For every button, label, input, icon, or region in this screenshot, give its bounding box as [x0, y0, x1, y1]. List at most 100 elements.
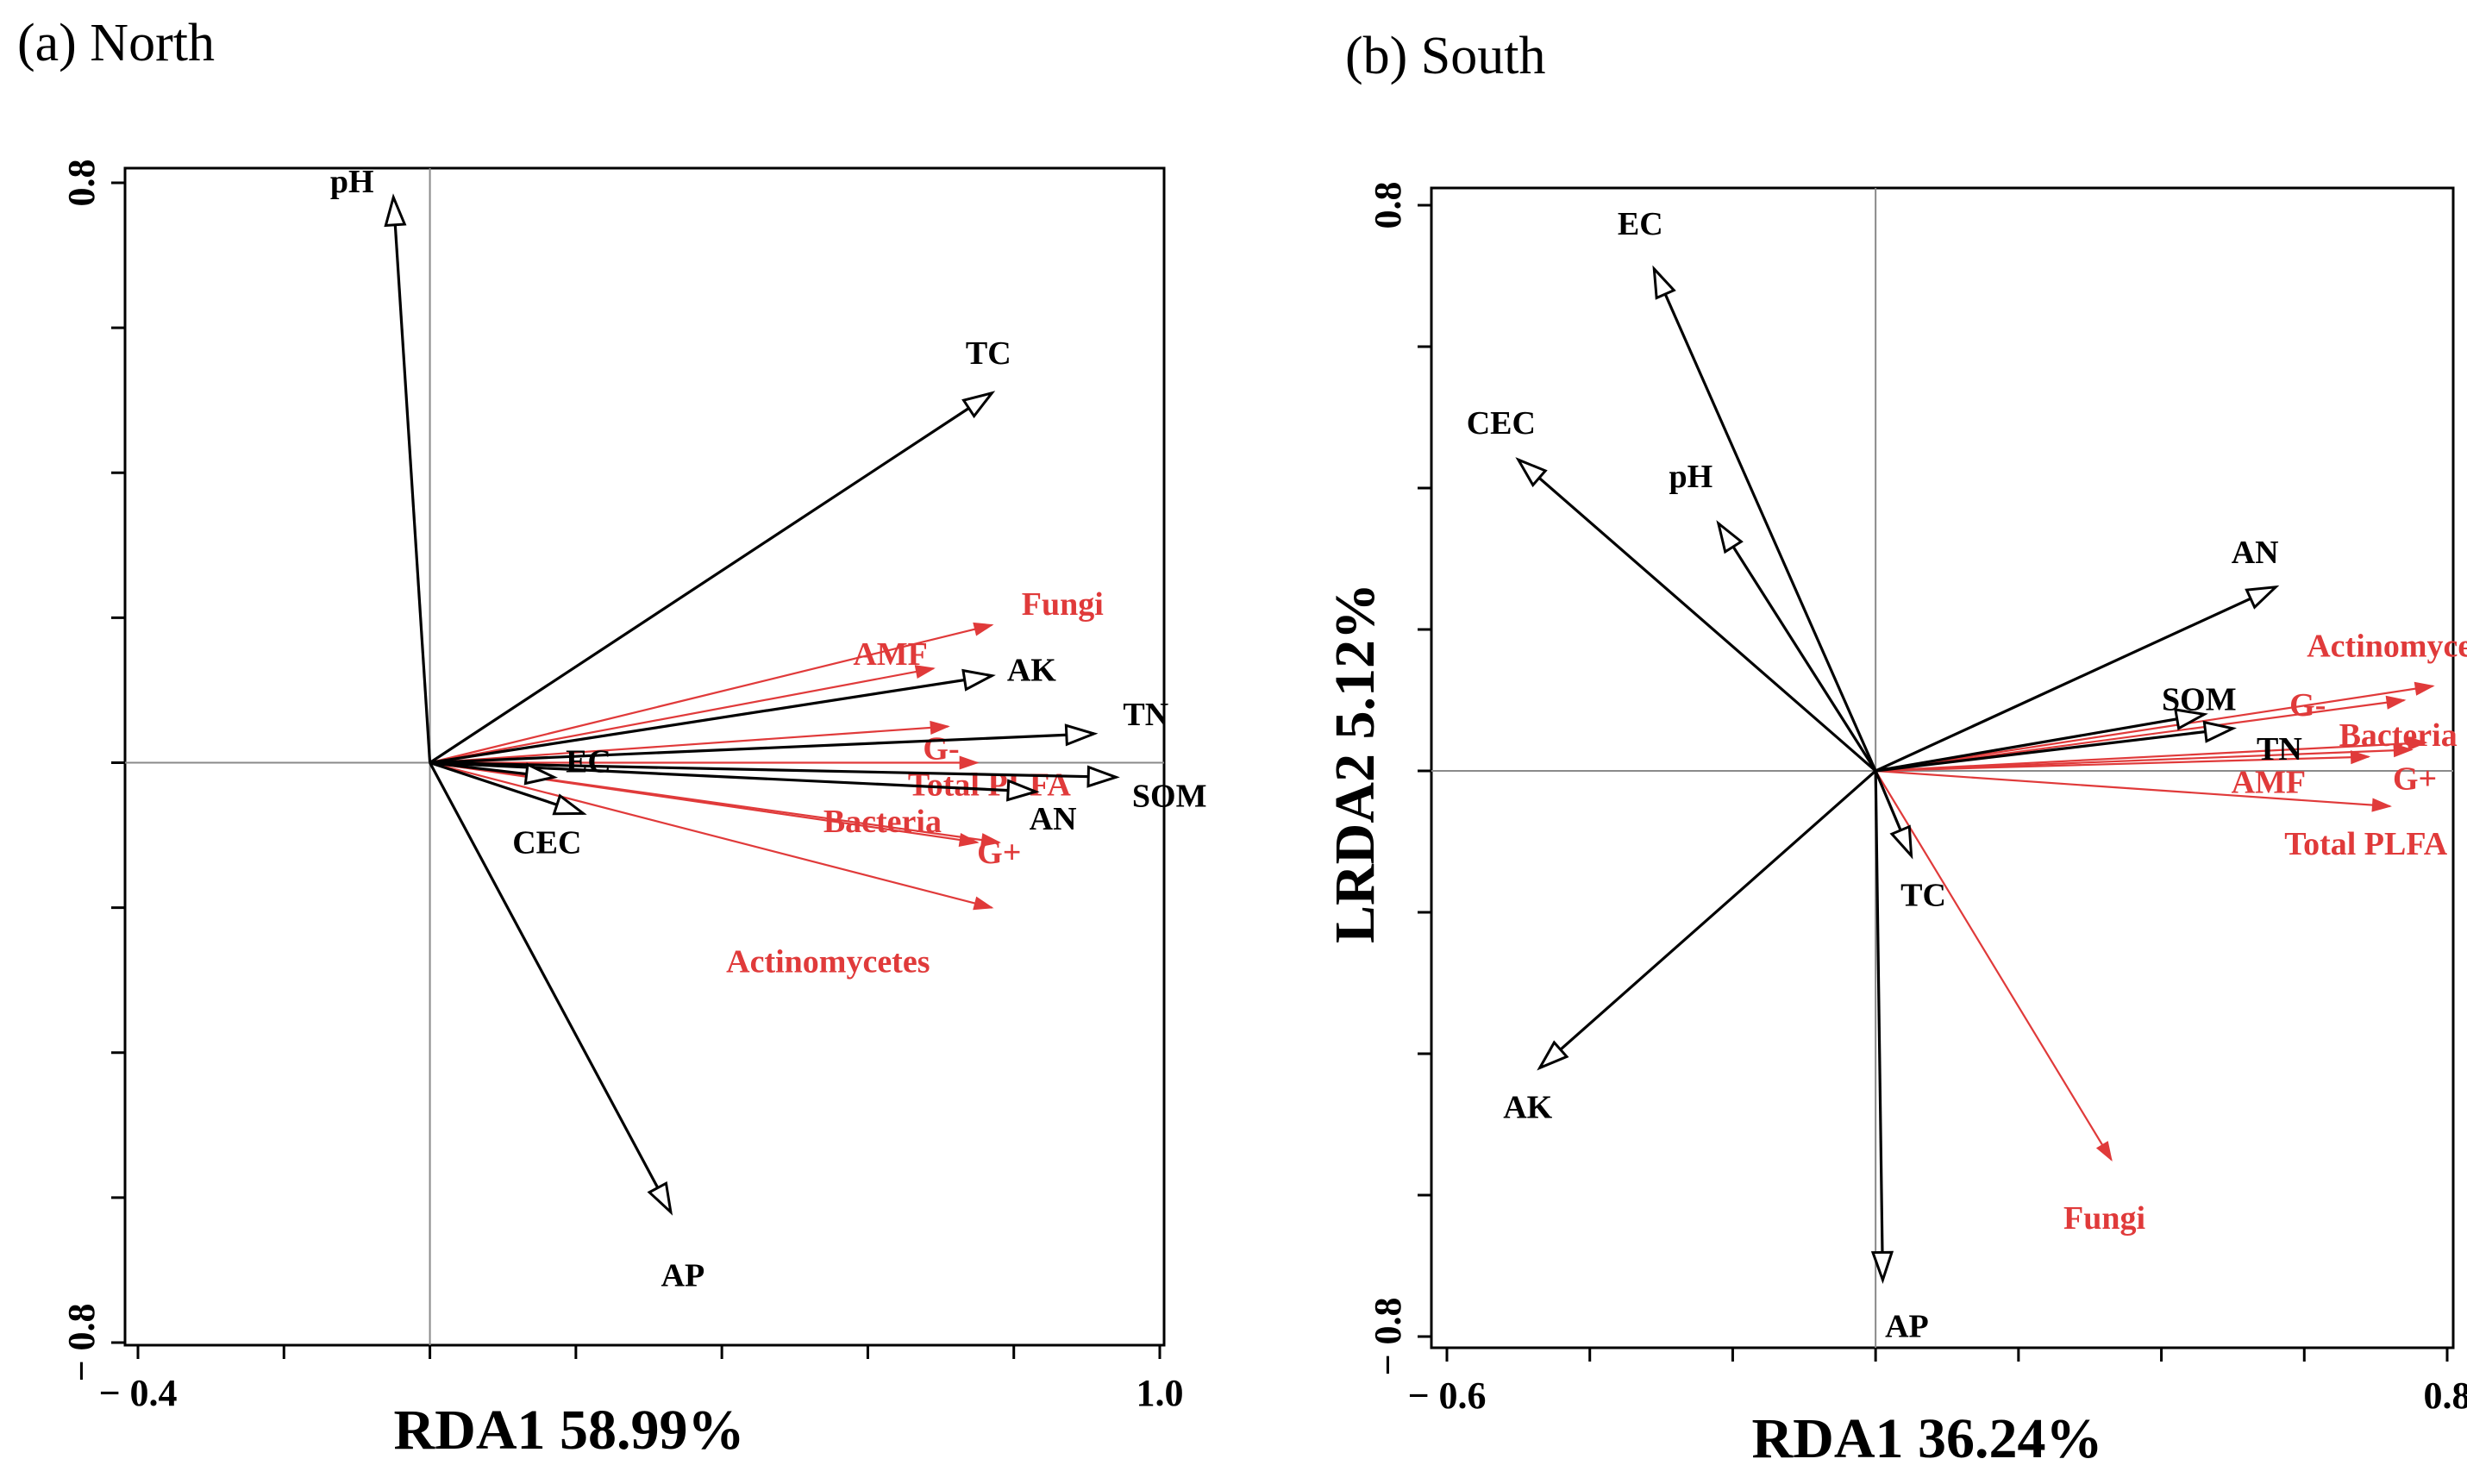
env-arrowhead-an — [2245, 585, 2280, 610]
env-arrowhead-ap — [647, 1180, 673, 1216]
x-tick-label: 0.8 — [2424, 1374, 2467, 1417]
y-tick-label: − 0.8 — [60, 1303, 103, 1381]
panel-north: (a) North RDA1 58.99% − 0.4 1.0 0.8 − 0.8 Fu… — [17, 14, 1206, 1462]
plfa-vector-amf — [429, 667, 934, 764]
plfa-vector-g — [1875, 748, 2412, 773]
plfa-vector-actinomycetes — [1875, 685, 2433, 773]
env-vector-som — [429, 761, 1117, 779]
env-vector-tn — [429, 732, 1094, 765]
plfa-arrowhead-g — [980, 833, 1002, 848]
env-vector-ap — [1874, 770, 1885, 1280]
plfa-arrowhead-fungi — [2095, 1141, 2113, 1162]
env-label-ec: EC — [1618, 206, 1663, 242]
y-tick-label: 0.8 — [1367, 182, 1409, 229]
plfa-label-amf: AMF — [853, 636, 928, 673]
plfa-label-actinomycetes: Actinomycetes — [2307, 629, 2467, 665]
plfa-arrowhead-g — [930, 720, 950, 735]
plfa-label-g: G+ — [2393, 761, 2437, 797]
env-arrowhead-ec — [1652, 265, 1676, 300]
env-vector-tn — [1875, 727, 2233, 773]
env-vector-som — [1875, 712, 2205, 773]
plfa-label-amf: AMF — [2232, 765, 2307, 801]
env-label-tc: TC — [1900, 877, 1946, 913]
plfa-label-g: G- — [923, 730, 959, 767]
plfa-arrowhead-bacteria — [2408, 736, 2428, 751]
env-arrowhead-som — [1086, 765, 1120, 788]
plfa-label-bacteria: Bacteria — [823, 804, 942, 840]
plfa-arrowhead-total-plfa — [2371, 798, 2392, 812]
plfa-arrowhead-g — [2385, 695, 2407, 710]
plfa-label-fungi: Fungi — [1022, 586, 1104, 623]
plfa-vector-fungi — [429, 623, 992, 764]
env-arrowhead-som — [2174, 708, 2208, 730]
env-label-tc: TC — [966, 335, 1011, 372]
env-label-ak: AK — [1503, 1089, 1552, 1125]
y-tick-label: 0.8 — [60, 160, 103, 207]
env-arrowhead-ak — [1537, 1040, 1569, 1071]
env-vector-ak — [1538, 769, 1877, 1069]
plfa-vector-g — [429, 761, 999, 844]
y-tick-label: − 0.8 — [1367, 1297, 1409, 1375]
plfa-label-g: G- — [2289, 687, 2326, 723]
plfa-arrowhead-actinomycetes — [2414, 681, 2435, 696]
env-vector-ph — [391, 197, 432, 763]
env-label-ph: pH — [330, 164, 374, 200]
env-vector-cec — [1517, 458, 1877, 773]
plfa-vector-bacteria — [1875, 742, 2426, 773]
panel-title: (b) South — [1345, 27, 1546, 85]
panel-title: (a) North — [17, 14, 215, 72]
env-arrowhead-tn — [2202, 720, 2238, 743]
x-tick-label: 1.0 — [1136, 1372, 1184, 1414]
plfa-label-actinomycetes: Actinomycetes — [726, 944, 930, 980]
env-vector-ec — [1652, 268, 1877, 772]
env-arrowhead-tn — [1064, 723, 1099, 747]
env-label-ap: AP — [1885, 1308, 1929, 1344]
env-label-ph: pH — [1669, 459, 1713, 495]
plfa-arrowhead-fungi — [973, 622, 994, 636]
env-vector-an — [1875, 585, 2276, 773]
env-label-cec: CEC — [1467, 405, 1536, 441]
panel-south: (b) South RDA1 36.24% LRDA2 5.12% − 0.6 0… — [1324, 27, 2467, 1470]
plfa-vector-fungi — [1875, 770, 2113, 1161]
plfa-label-g: G+ — [977, 835, 1021, 871]
plfa-vector-actinomycetes — [429, 761, 992, 909]
vector-layer: − 0.60.80.8− 0.8ActinomycetesG-BacteriaA… — [1367, 182, 2467, 1418]
plfa-vector-g — [429, 725, 949, 764]
env-arrowhead-an — [1006, 779, 1040, 802]
env-label-an: AN — [2232, 535, 2279, 571]
plfa-label-total-plfa: Total PLFA — [2284, 826, 2448, 862]
plfa-arrowhead-actinomycetes — [973, 896, 994, 911]
y-axis-title: LRDA2 5.12% — [1324, 583, 1387, 943]
env-vector-tc — [429, 391, 993, 764]
env-label-tn: TN — [2257, 731, 2302, 767]
env-label-an: AN — [1030, 801, 1077, 837]
env-label-som: SOM — [1132, 778, 1207, 814]
plot-frame — [1430, 186, 2455, 1349]
env-label-cec: CEC — [512, 824, 581, 861]
x-axis-title: RDA1 36.24% — [1752, 1407, 2103, 1470]
env-arrowhead-ph — [1716, 520, 1744, 554]
plfa-label-fungi: Fungi — [2063, 1200, 2145, 1237]
env-arrowhead-ec — [523, 762, 559, 786]
env-label-ap: AP — [661, 1258, 705, 1294]
env-label-ec: EC — [566, 743, 611, 780]
plot-frame — [123, 166, 1166, 1347]
x-tick-label: − 0.6 — [1407, 1374, 1486, 1417]
env-vector-ak — [429, 674, 992, 765]
env-label-ak: AK — [1007, 653, 1056, 689]
plfa-arrowhead-amf — [914, 665, 936, 679]
env-arrowhead-cec — [1515, 457, 1548, 488]
plfa-arrowhead-amf — [2350, 750, 2371, 765]
x-tick-label: − 0.4 — [98, 1372, 177, 1414]
env-arrowhead-ap — [1870, 1250, 1894, 1285]
env-arrowhead-ph — [384, 193, 407, 228]
env-vector-ap — [429, 761, 673, 1213]
env-arrowhead-tc — [1889, 824, 1913, 860]
env-arrowhead-cec — [552, 793, 587, 816]
env-label-som: SOM — [2162, 681, 2237, 717]
env-vector-ph — [1717, 523, 1877, 772]
x-axis-title: RDA1 58.99% — [394, 1399, 745, 1462]
plfa-arrowhead-g — [2393, 743, 2414, 758]
